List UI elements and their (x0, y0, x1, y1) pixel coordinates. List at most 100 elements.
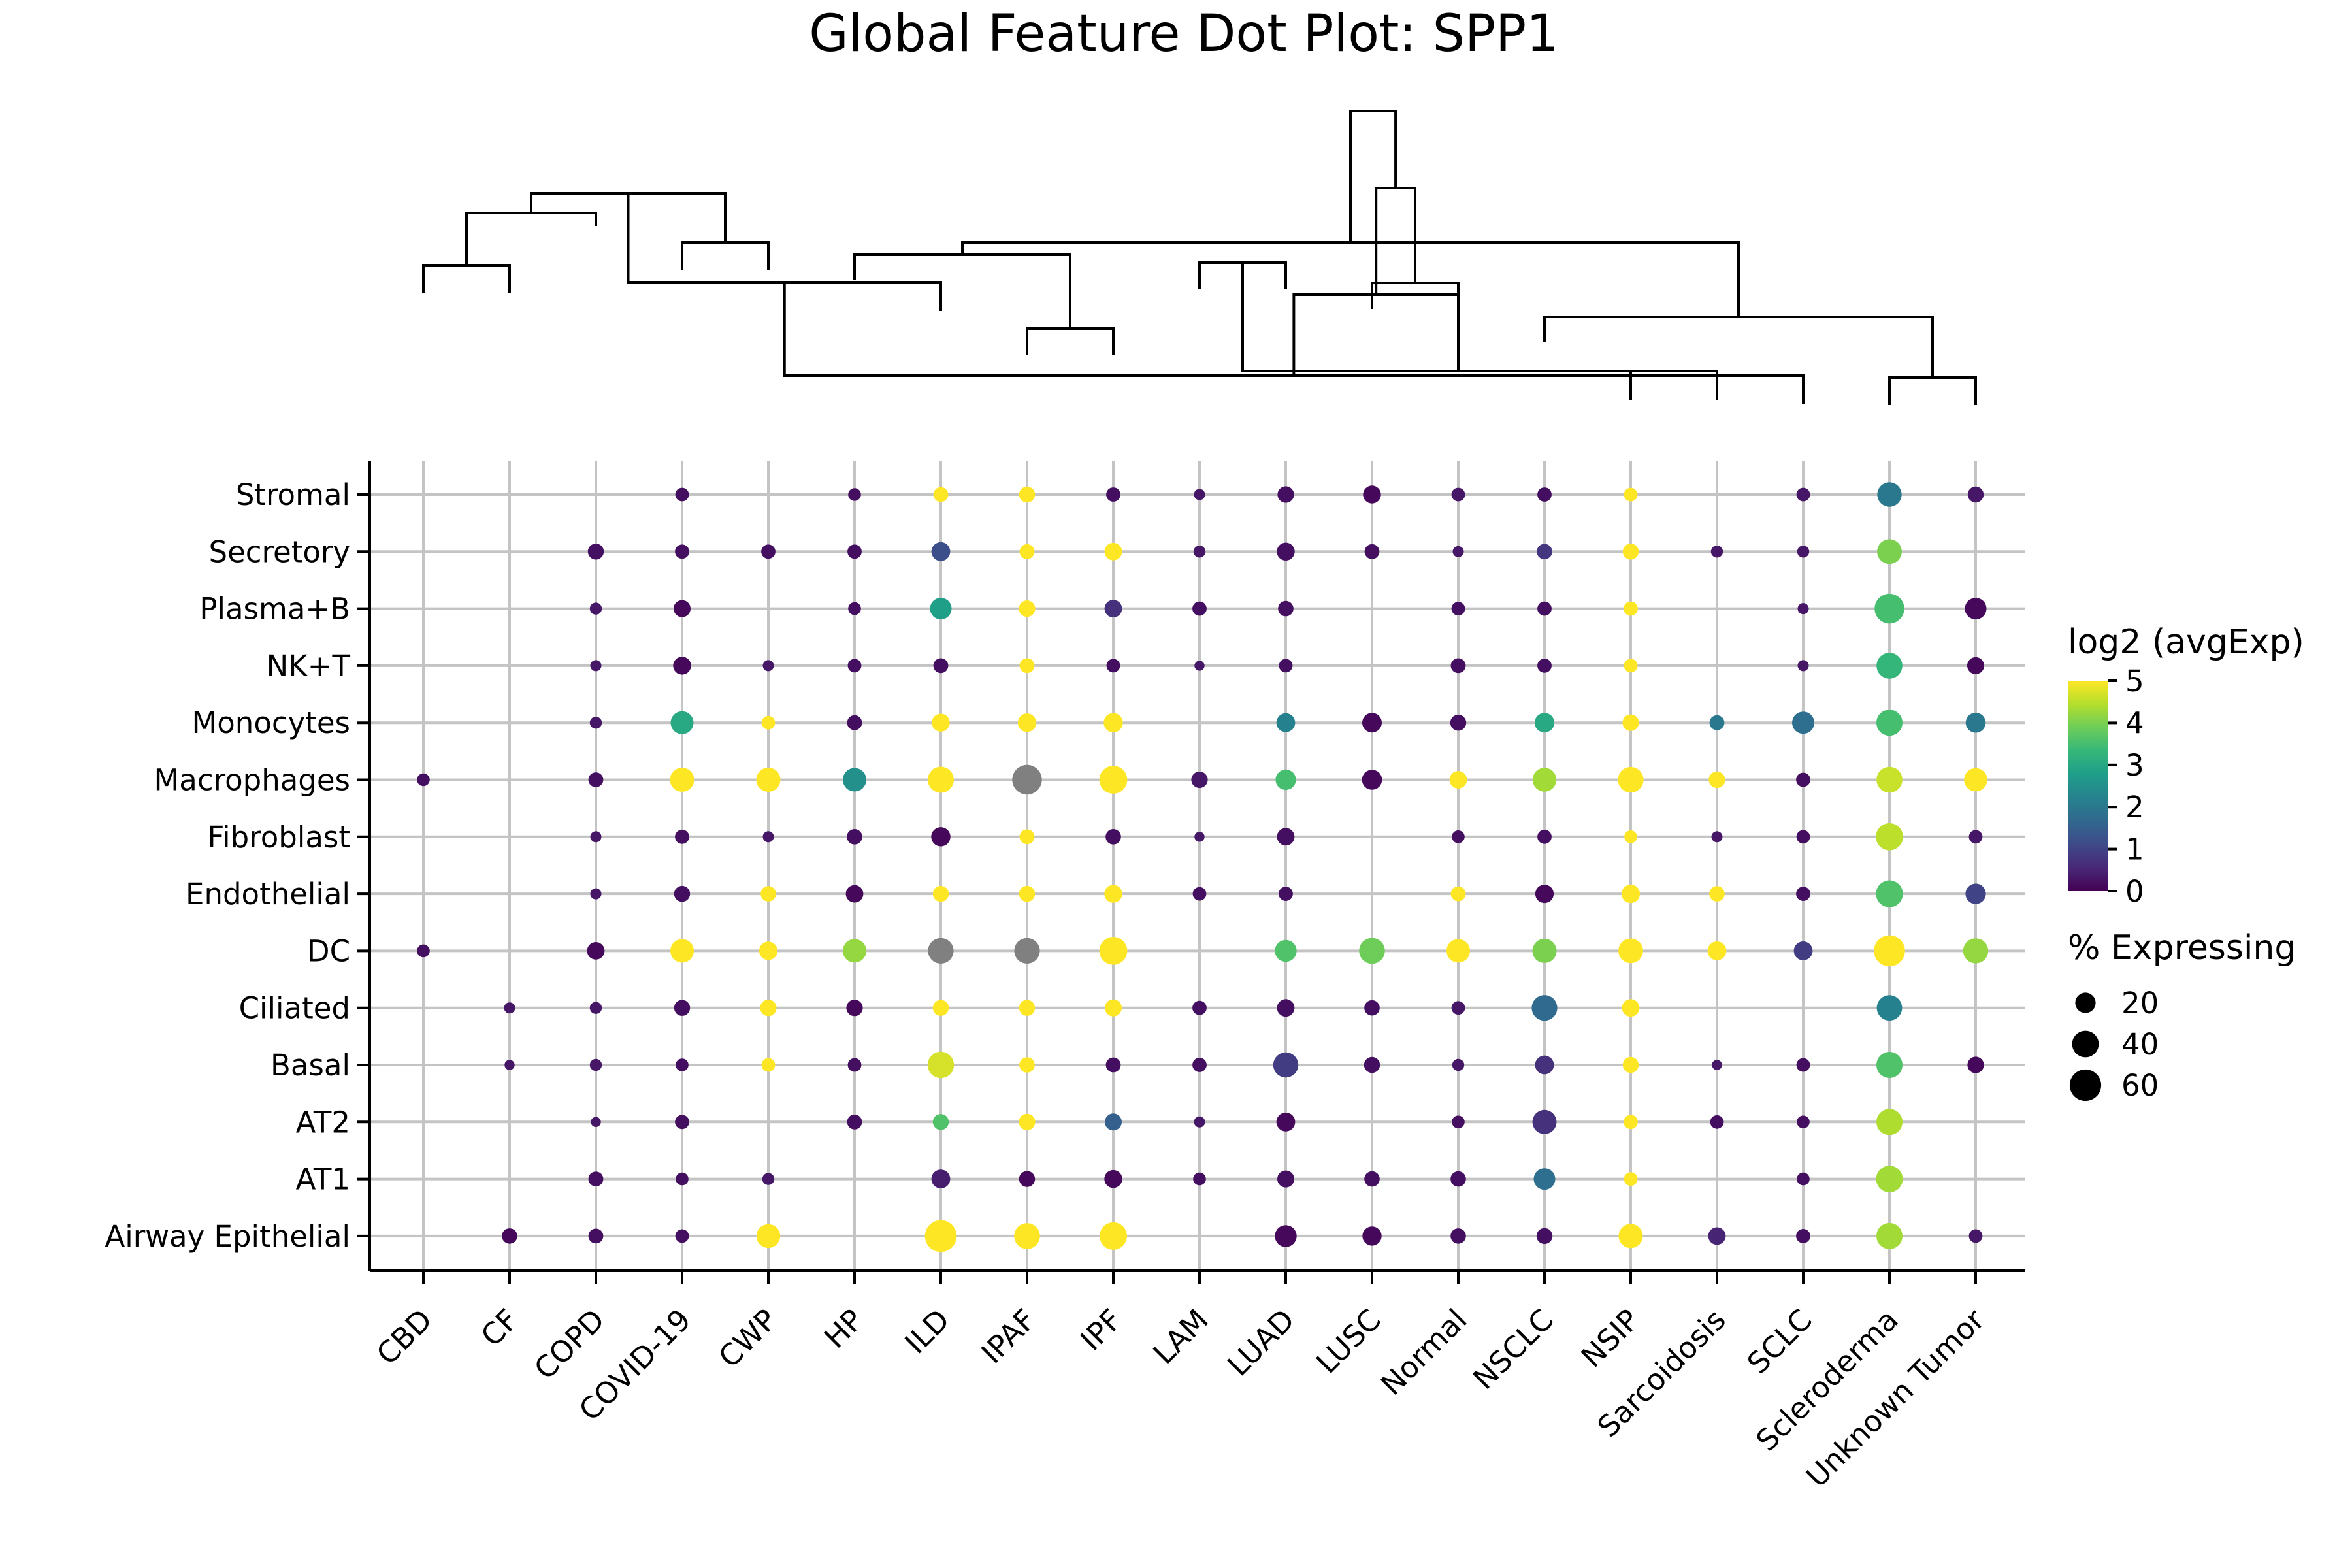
dot (1192, 1000, 1207, 1015)
dot (1364, 1171, 1380, 1187)
dot (847, 1058, 862, 1072)
dot (762, 831, 774, 843)
x-tick-label: ILD (898, 1302, 956, 1360)
colorbar-tick-label: 4 (2125, 706, 2144, 740)
dot (848, 488, 861, 501)
dot (1277, 542, 1295, 561)
dot (933, 487, 949, 502)
dot (847, 715, 862, 730)
dot (417, 944, 430, 958)
y-tick-label: NK+T (267, 649, 351, 683)
dot (1967, 486, 1984, 503)
dot (847, 829, 862, 845)
dot (1618, 766, 1644, 793)
dendrogram (422, 110, 1977, 405)
colorbar-tick-label: 0 (2125, 874, 2144, 909)
dot (1965, 712, 1986, 733)
dot (1876, 1222, 1903, 1249)
dot (673, 657, 691, 675)
dot (1876, 766, 1903, 793)
dot (1105, 1113, 1122, 1131)
dot (1450, 658, 1466, 674)
dot (1019, 658, 1035, 674)
dot (1449, 771, 1467, 789)
dot (1532, 768, 1557, 792)
dot (1273, 1052, 1299, 1078)
dendrogram-link (1349, 110, 1397, 242)
dot (1537, 601, 1552, 616)
dot (1106, 487, 1120, 502)
y-tick-label: Plasma+B (199, 592, 350, 627)
dot (1707, 941, 1727, 960)
color-legend-title: log2 (avgExp) (2068, 623, 2304, 662)
dot (1532, 938, 1557, 963)
dot (1277, 999, 1295, 1017)
y-tick-label: Stromal (236, 478, 350, 512)
dot (591, 1117, 601, 1128)
dot (1019, 1113, 1036, 1130)
dot (1014, 938, 1040, 964)
dot (1876, 1166, 1903, 1192)
dot (1531, 995, 1558, 1021)
dot (1618, 1224, 1643, 1249)
dot (1797, 1115, 1810, 1129)
dot (675, 829, 689, 844)
dot (1535, 1055, 1554, 1075)
dot (1019, 544, 1035, 559)
dot (588, 772, 604, 787)
x-tick-label: SCLC (1740, 1302, 1819, 1380)
dot (674, 885, 691, 902)
dot (588, 1171, 604, 1186)
dot (846, 1000, 863, 1017)
dot (1624, 487, 1638, 502)
x-tick-label: HP (817, 1302, 870, 1355)
dot (504, 1002, 515, 1014)
dot (1797, 1172, 1810, 1186)
dot (1104, 600, 1122, 617)
dot (1452, 1115, 1465, 1129)
dot (1275, 939, 1297, 962)
size-legend-title: % Expressing (2068, 928, 2296, 968)
dot (928, 766, 954, 793)
dot (1019, 1057, 1035, 1073)
dot (1275, 769, 1296, 791)
size-legend: % Expressing 20 40 60 (2068, 928, 2296, 1103)
dot (931, 1169, 951, 1188)
dendrogram-link (853, 253, 1071, 329)
dot (1277, 828, 1295, 846)
x-tick-label: LUSC (1309, 1302, 1387, 1380)
y-tick-label: DC (307, 934, 350, 968)
dot (587, 942, 605, 960)
dot (675, 1115, 689, 1130)
dot (1876, 653, 1903, 679)
dot (1364, 544, 1380, 559)
x-tick-label: CF (474, 1302, 525, 1353)
dot (1708, 771, 1725, 789)
dot (1624, 1115, 1638, 1130)
dot (1622, 544, 1639, 560)
dot (1194, 661, 1205, 671)
dot (1451, 602, 1465, 615)
dot (1535, 885, 1554, 904)
dot (1362, 1226, 1382, 1246)
dot (1793, 941, 1813, 960)
dot (1710, 546, 1723, 558)
dot (931, 542, 951, 561)
dot (1452, 1058, 1465, 1071)
dot (1796, 1229, 1810, 1243)
dot (676, 1172, 689, 1186)
dot (932, 713, 950, 732)
dot (1019, 486, 1036, 503)
dendrogram-link (1241, 263, 1674, 372)
dot (589, 717, 602, 729)
dot (845, 885, 864, 903)
dot (1194, 1116, 1205, 1128)
dot (675, 487, 689, 502)
dot (1965, 598, 1987, 620)
dot (760, 886, 776, 902)
dot (1275, 1225, 1297, 1247)
dots-layer (417, 482, 1989, 1252)
dot (590, 831, 602, 843)
dot (670, 939, 694, 963)
dot (1450, 1171, 1466, 1187)
